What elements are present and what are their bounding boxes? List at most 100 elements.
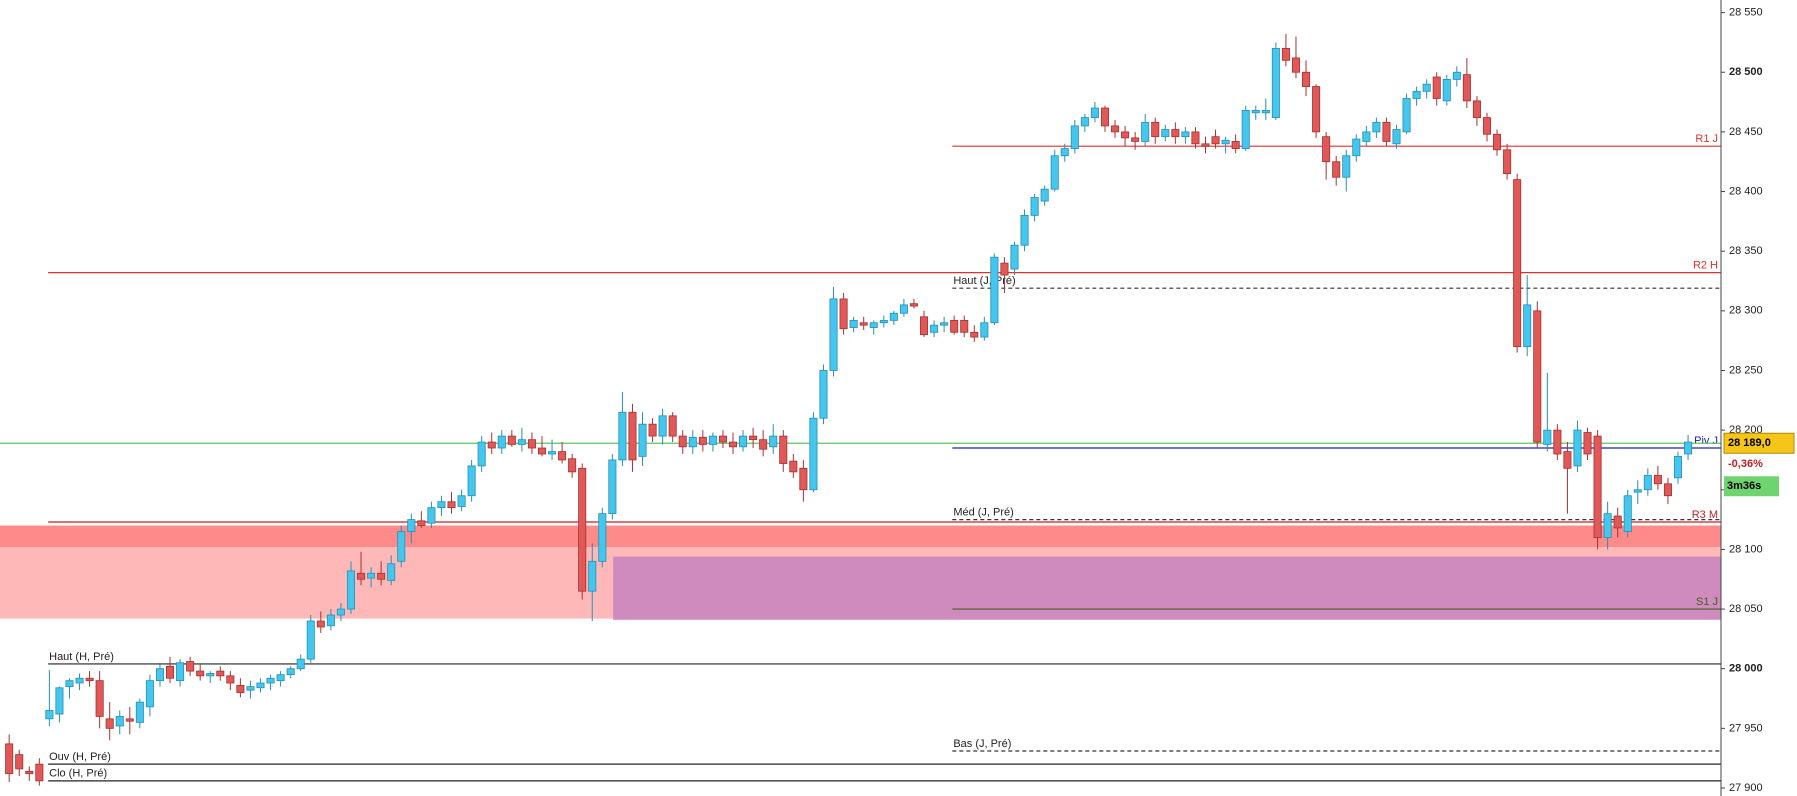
candle-body — [940, 322, 949, 326]
zone — [613, 556, 1721, 620]
candle-body — [1613, 515, 1622, 529]
candle-body — [1181, 131, 1190, 138]
level-label: Clo (H, Pré) — [49, 768, 107, 780]
level-label: R2 H — [1693, 260, 1718, 272]
candle-body — [1503, 149, 1512, 175]
candle-body — [397, 531, 406, 562]
candle-body — [75, 677, 84, 684]
candle-body — [115, 716, 124, 727]
candle-body — [105, 718, 114, 729]
candle-body — [1533, 310, 1542, 443]
candle-body — [286, 668, 295, 676]
candle-body — [1020, 214, 1029, 246]
candle-body — [658, 415, 667, 437]
change-label: -0,36% — [1728, 458, 1763, 470]
candle-body — [507, 435, 516, 445]
candle-body — [1000, 262, 1009, 276]
y-tick-label: 28 350 — [1729, 245, 1763, 257]
candle-body — [1382, 121, 1391, 142]
candle-body — [749, 435, 758, 441]
candle-body — [1432, 76, 1441, 99]
candle-body — [377, 572, 386, 580]
candle-body — [1070, 125, 1079, 149]
y-tick-label: 28 400 — [1729, 185, 1763, 197]
candle-body — [1241, 110, 1250, 149]
candle-body — [728, 441, 738, 448]
candle-body — [226, 675, 235, 684]
y-tick-label: 28 550 — [1729, 7, 1763, 19]
candle-body — [1633, 489, 1642, 493]
candle-body — [387, 563, 396, 581]
axis-panel — [1721, 0, 1797, 796]
candle-body — [1684, 441, 1693, 455]
y-tick-label: 28 300 — [1729, 305, 1763, 317]
candle-body — [266, 677, 275, 684]
candle-body — [919, 316, 929, 336]
candle-body — [970, 331, 979, 338]
candle-body — [1261, 110, 1270, 114]
candle-body — [899, 304, 908, 314]
candle-body — [55, 687, 64, 715]
candle-body — [1131, 137, 1140, 142]
candle-body — [306, 620, 315, 660]
candle-body — [1593, 435, 1602, 538]
candle-body — [1342, 155, 1351, 178]
candle-body — [759, 439, 768, 450]
candle-body — [296, 658, 305, 670]
candle-body — [276, 674, 285, 682]
y-tick-label: 28 500 — [1729, 66, 1763, 78]
price-label: 28 189,0 — [1728, 437, 1771, 449]
candle-body — [889, 312, 898, 321]
candle-body — [25, 770, 34, 775]
candle-body — [45, 710, 54, 720]
candle-body — [638, 423, 647, 457]
candle-body — [1523, 304, 1532, 348]
candle-body — [608, 459, 617, 515]
candle-body — [467, 465, 476, 497]
candle-body — [35, 763, 44, 782]
candle-body — [487, 441, 496, 449]
candle-body — [578, 467, 587, 592]
candle-body — [457, 495, 466, 507]
candle-body — [1090, 107, 1099, 118]
countdown-box — [1724, 476, 1779, 497]
candle-body — [1191, 131, 1200, 145]
y-tick-label: 28 250 — [1729, 364, 1763, 376]
candle-body — [1553, 429, 1562, 455]
candle-body — [678, 435, 687, 448]
candle-body — [1543, 429, 1552, 445]
candle-body — [216, 670, 225, 677]
candle-body — [1211, 136, 1220, 145]
candle-body — [186, 661, 195, 672]
candle-body — [1482, 117, 1492, 135]
candle-body — [236, 685, 245, 693]
candle-body — [517, 439, 526, 445]
candle-body — [1392, 129, 1401, 145]
zone — [0, 525, 1721, 548]
candle-body — [1422, 83, 1431, 92]
candle-body — [849, 319, 858, 328]
candle-body — [246, 686, 255, 691]
candle-body — [648, 423, 657, 437]
candle-body — [135, 701, 144, 723]
candle-body — [698, 436, 707, 445]
candle-body — [1623, 495, 1632, 532]
candle-body — [980, 322, 989, 338]
candle-body — [256, 682, 265, 689]
candle-body — [829, 298, 838, 371]
candle-body — [1643, 475, 1652, 491]
candle-body — [930, 324, 939, 333]
candle-body — [357, 572, 366, 580]
candle-body — [1352, 138, 1361, 157]
candle-body — [1161, 129, 1170, 138]
candle-body — [1402, 98, 1411, 133]
candle-body — [5, 743, 14, 775]
candle-body — [1673, 455, 1683, 479]
candle-body — [769, 435, 778, 448]
level-label: R3 M — [1692, 509, 1718, 521]
candle-body — [477, 441, 486, 467]
candle-body — [1221, 139, 1230, 145]
candle-body — [1121, 131, 1130, 139]
candle-body — [1050, 155, 1059, 190]
